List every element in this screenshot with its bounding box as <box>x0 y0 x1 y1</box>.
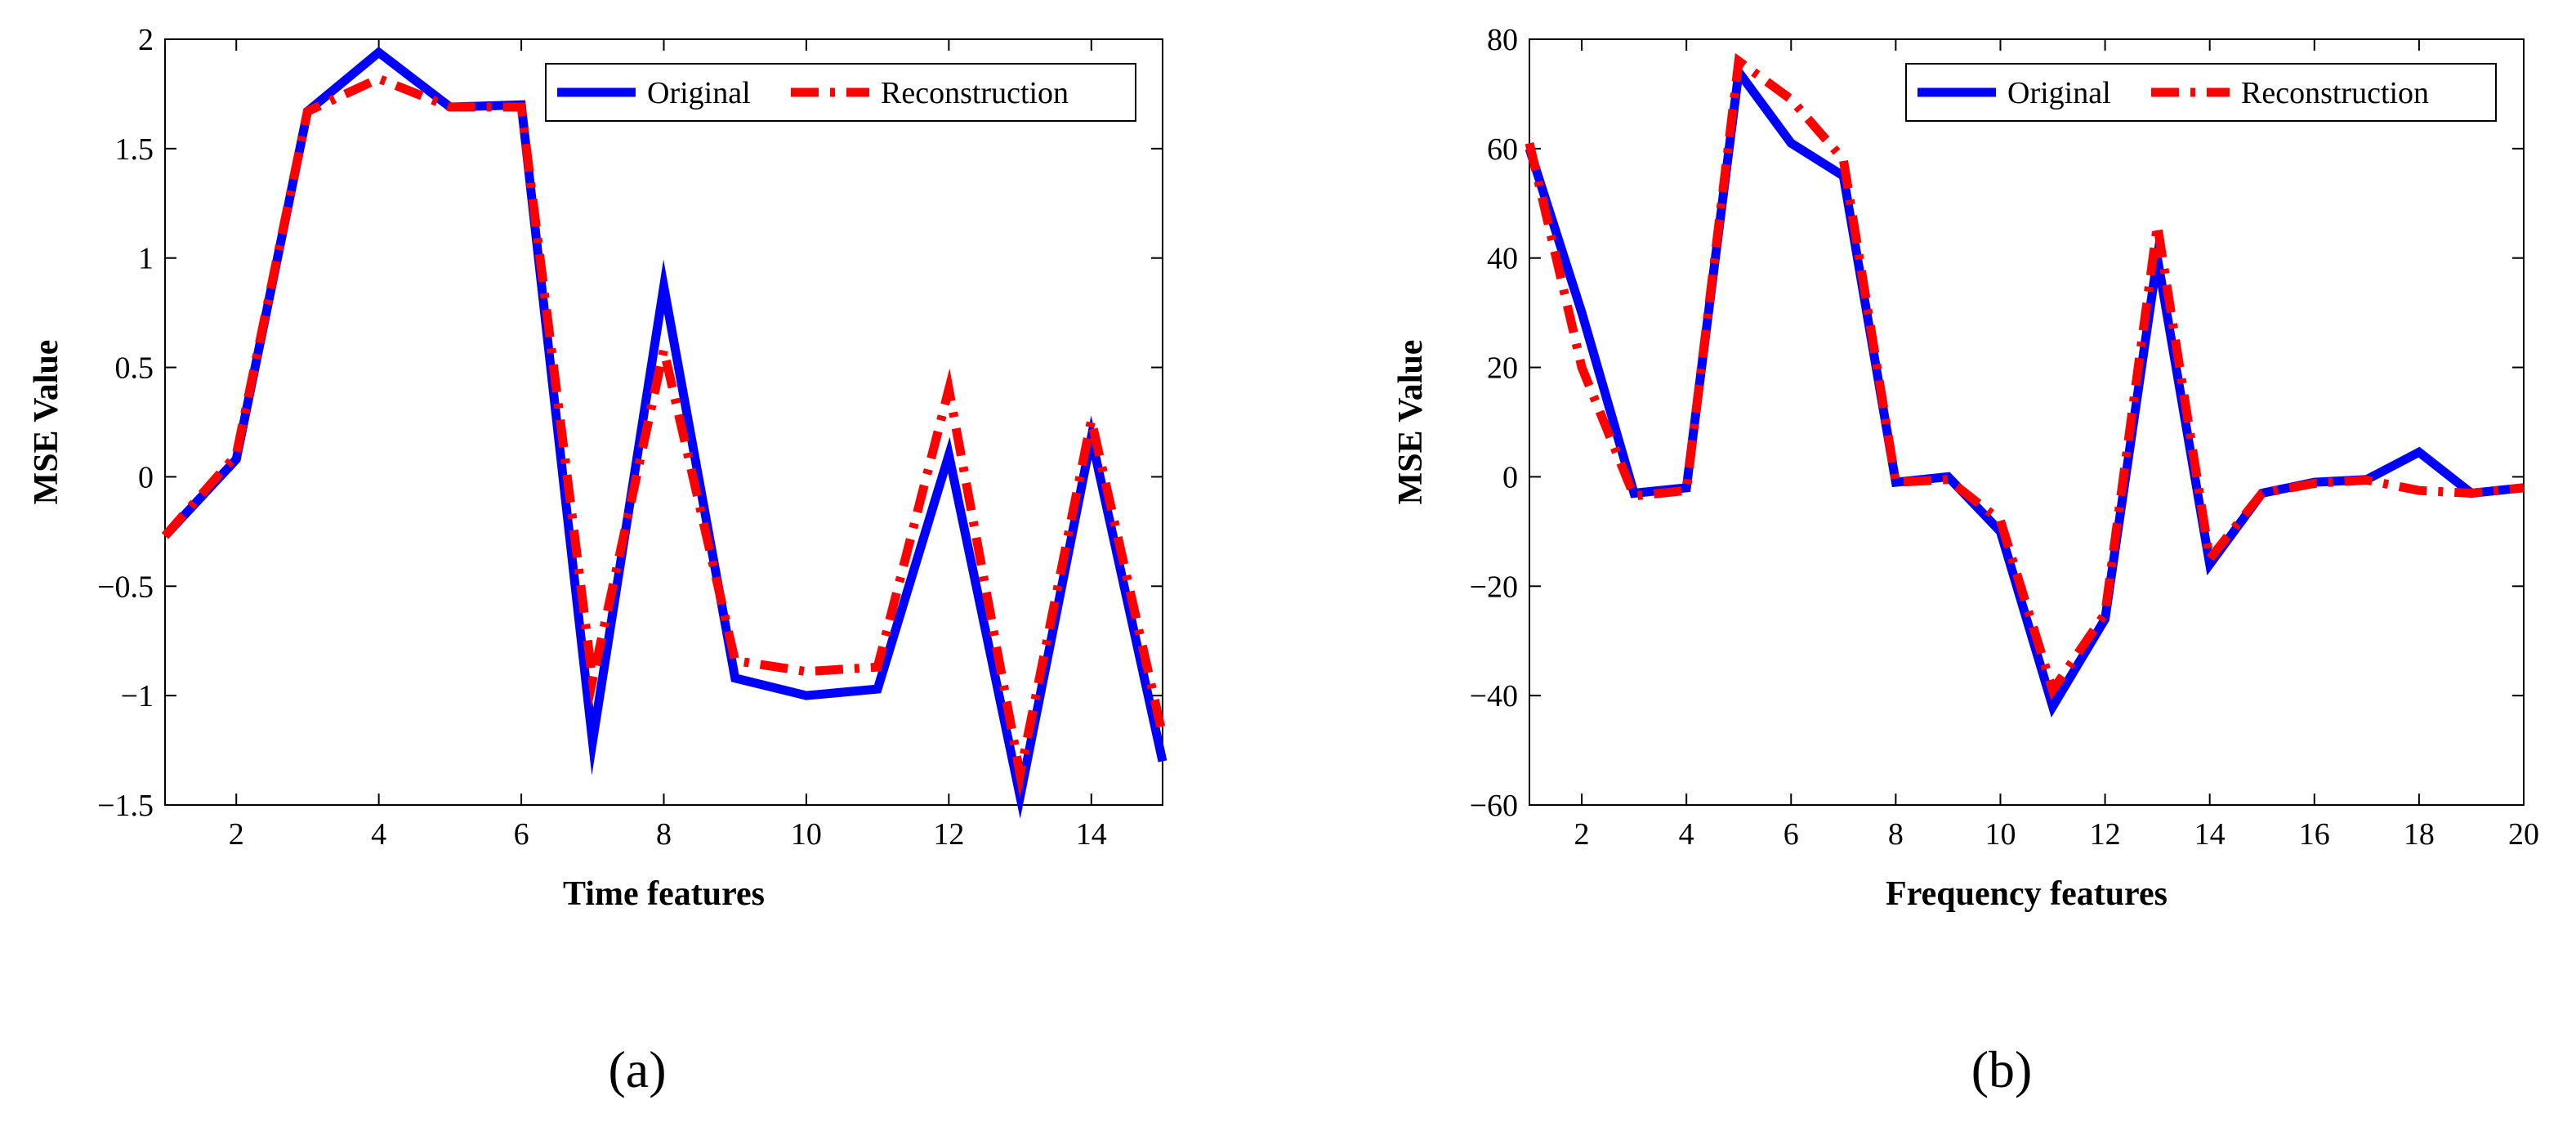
panel-a-x-tick-label: 8 <box>656 817 672 852</box>
panel-a-x-tick-label: 12 <box>933 817 964 852</box>
panel-b-y-tick-label: 0 <box>1502 460 1518 494</box>
panel-a-legend-box <box>545 63 1136 122</box>
panel-b-y-tick-label: −40 <box>1470 679 1518 713</box>
panel-a-y-tick-label: −0.5 <box>97 570 154 604</box>
panel-a-caption-label: (a) <box>608 1040 666 1098</box>
panel-b-legend-label-reconstruction: Reconstruction <box>2241 76 2429 110</box>
panel-b-y-tick-label: 20 <box>1487 351 1518 386</box>
panel-b-series-reconstruction <box>1525 52 2525 701</box>
panel-a-y-tick-label: −1 <box>121 679 154 713</box>
panel-b-x-tick-label: 2 <box>1574 817 1590 852</box>
panel-b-x-tick-label: 6 <box>1784 817 1799 852</box>
panel-a-legend-label-reconstruction: Reconstruction <box>881 76 1069 110</box>
panel-b-legend-box <box>1905 63 2497 122</box>
panel-b-legend-label-original: Original <box>2007 76 2111 110</box>
panel-b-y-axis-label: MSE Value <box>1392 340 1430 505</box>
panel-a-y-tick-label: 1.5 <box>115 132 154 167</box>
panel-a-x-tick-label: 14 <box>1076 817 1107 852</box>
panel-b-x-axis-label: Frequency features <box>1886 875 2168 913</box>
panel-a-y-tick-label: 0.5 <box>115 351 154 386</box>
panel-a-y-tick-label: 0 <box>138 460 154 494</box>
panel-a-legend-label-original: Original <box>647 76 751 110</box>
panel-a-x-tick-label: 6 <box>514 817 529 852</box>
panel-a-x-axis-label: Time features <box>563 875 765 913</box>
panel-a-y-tick-label: −1.5 <box>97 789 154 823</box>
panel-b-y-tick-label: −20 <box>1470 570 1518 604</box>
panel-b-x-tick-label: 18 <box>2404 817 2435 852</box>
panel-a-axes: 2 4 6 8 10 12 14 −1.5 −1 −0.5 0 0.5 1 1.5 2 <box>97 23 1163 852</box>
panel-b-x-tick-label: 10 <box>1984 817 2016 852</box>
panel-a-series-original <box>161 47 1167 819</box>
panel-a-x-tick-label: 4 <box>371 817 386 852</box>
panel-b-y-tick-label: −60 <box>1470 789 1518 823</box>
panel-a-x-tick-label: 2 <box>229 817 244 852</box>
panel-a-series-reconstruction <box>161 74 1167 798</box>
panel-a-series <box>161 47 1167 819</box>
panel-a-x-tick-label: 10 <box>791 817 822 852</box>
panel-b-x-tick-label: 12 <box>2090 817 2121 852</box>
panel-b-y-tick-label: 60 <box>1487 132 1518 167</box>
panel-a-legend: Original Reconstruction <box>545 63 1136 122</box>
panel-b-series <box>1525 52 2525 718</box>
panel-b-x-tick-label: 14 <box>2194 817 2226 852</box>
chart-panel-b: 2 4 6 8 10 12 14 16 18 20 −60 −40 −20 0 20 40 60 80 Origi… <box>1392 23 2539 1098</box>
panel-b-x-tick-label: 16 <box>2299 817 2330 852</box>
panel-b-y-tick-label: 40 <box>1487 242 1518 276</box>
panel-b-axes-box <box>1529 38 2525 806</box>
panel-b-legend: Original Reconstruction <box>1905 63 2497 122</box>
panel-b-x-tick-label: 8 <box>1888 817 1904 852</box>
panel-a-y-axis-label: MSE Value <box>28 340 65 505</box>
panel-b-caption-label: (b) <box>1971 1040 2033 1098</box>
panel-b-axes: 2 4 6 8 10 12 14 16 18 20 −60 −40 −20 0 20 40 60 80 <box>1470 23 2539 852</box>
panel-a-y-tick-label: 2 <box>138 23 154 57</box>
panel-b-x-tick-label: 4 <box>1679 817 1694 852</box>
panel-a-y-tick-label: 1 <box>138 242 154 276</box>
panel-b-x-tick-label: 20 <box>2508 817 2539 852</box>
chart-panel-a: 2 4 6 8 10 12 14 −1.5 −1 −0.5 0 0.5 1 1.5 2 Original R… <box>28 23 1167 1098</box>
panel-b-y-tick-label: 80 <box>1487 23 1518 57</box>
